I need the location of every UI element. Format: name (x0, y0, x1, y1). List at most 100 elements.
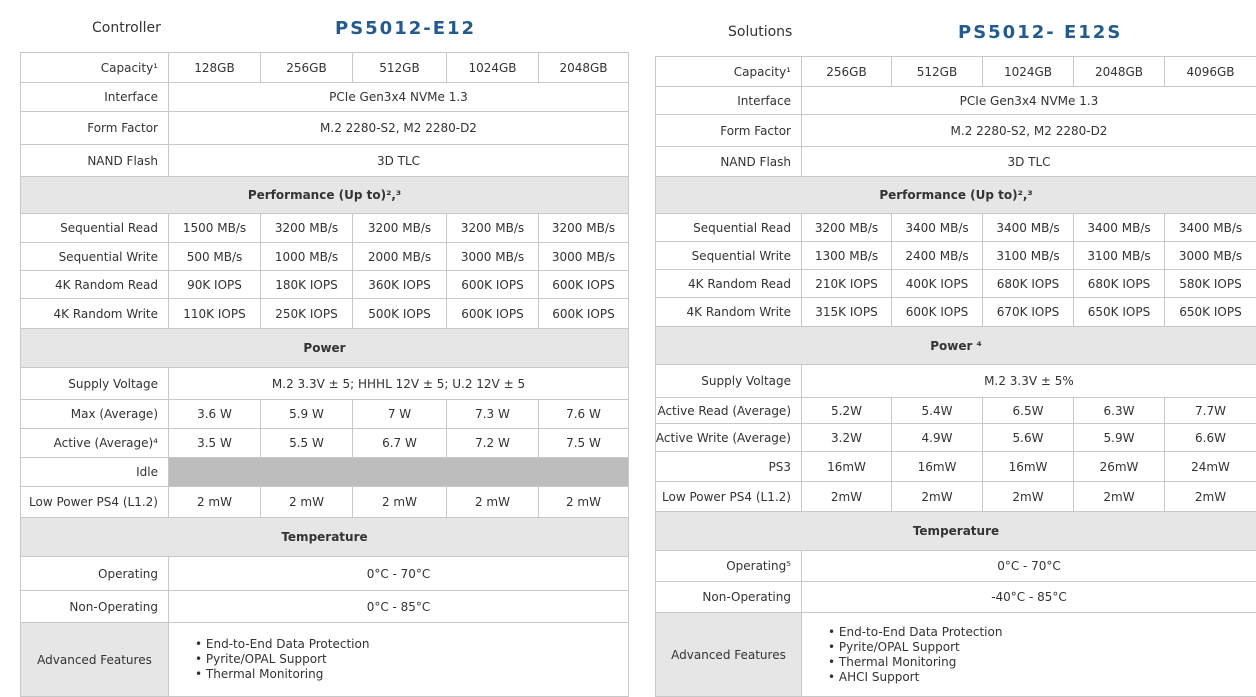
cell: 5.6W (982, 423, 1074, 452)
cell: 3200 MB/s (260, 213, 353, 243)
row-label: Advanced Features (655, 612, 802, 697)
cell: 3.6 W (168, 399, 261, 429)
cell-span: 3D TLC (168, 144, 629, 177)
row-label: Advanced Features (20, 622, 169, 697)
row-label: 4K Random Read (655, 269, 802, 298)
cell: 6.7 W (352, 428, 447, 458)
row-label: Sequential Write (20, 242, 169, 271)
row-label: Sequential Read (655, 213, 802, 242)
cell: 3100 MB/s (982, 241, 1074, 270)
cell-span: M.2 3.3V ± 5; HHHL 12V ± 5; U.2 12V ± 5 (168, 367, 629, 400)
table-title: PS5012-E12 (335, 18, 477, 39)
row-label: Operating⁵ (655, 550, 802, 582)
row-label: Sequential Read (20, 213, 169, 243)
cell: 180K IOPS (260, 270, 353, 299)
cell: 670K IOPS (982, 297, 1074, 327)
row-label: 4K Random Read (20, 270, 169, 299)
feature-item: Thermal Monitoring (828, 655, 956, 670)
cell: 1000 MB/s (260, 242, 353, 271)
cell: 256GB (801, 56, 892, 87)
cell: 6.5W (982, 397, 1074, 424)
feature-list: End-to-End Data ProtectionPyrite/OPAL Su… (168, 622, 629, 697)
cell: 3100 MB/s (1073, 241, 1165, 270)
row-label: Non-Operating (655, 581, 802, 613)
row-label: Supply Voltage (20, 367, 169, 400)
row-label: Sequential Write (655, 241, 802, 270)
cell: 512GB (891, 56, 983, 87)
feature-item: Thermal Monitoring (195, 667, 323, 682)
cell: 2mW (1164, 481, 1256, 512)
cell: 24mW (1164, 451, 1256, 482)
section-header: Temperature (20, 517, 629, 557)
cell: 360K IOPS (352, 270, 447, 299)
cell: 2mW (1073, 481, 1165, 512)
cell: 2400 MB/s (891, 241, 983, 270)
empty-cell (168, 457, 629, 487)
cell: 250K IOPS (260, 298, 353, 329)
cell: 2048GB (1073, 56, 1165, 87)
section-header: Power ⁴ (655, 326, 1256, 365)
cell: 5.9W (1073, 423, 1165, 452)
cell: 2000 MB/s (352, 242, 447, 271)
cell: 3200 MB/s (801, 213, 892, 242)
cell: 1300 MB/s (801, 241, 892, 270)
cell: 26mW (1073, 451, 1165, 482)
cell: 600K IOPS (446, 270, 539, 299)
cell: 16mW (801, 451, 892, 482)
table-title: PS5012- E12S (958, 22, 1123, 43)
row-label: Operating (20, 556, 169, 591)
cell: 580K IOPS (1164, 269, 1256, 298)
cell: 5.9 W (260, 399, 353, 429)
feature-item: End-to-End Data Protection (828, 625, 1003, 640)
cell: 7.2 W (446, 428, 539, 458)
row-label: Capacity¹ (20, 52, 169, 83)
cell: 3200 MB/s (446, 213, 539, 243)
cell: 2048GB (538, 52, 629, 83)
cell: 3200 MB/s (352, 213, 447, 243)
cell: 512GB (352, 52, 447, 83)
cell: 2mW (891, 481, 983, 512)
row-label: PS3 (655, 451, 802, 482)
cell: 4.9W (891, 423, 983, 452)
cell-span: 0°C - 70°C (801, 550, 1256, 582)
cell: 128GB (168, 52, 261, 83)
cell-span: 0°C - 85°C (168, 590, 629, 623)
section-header: Performance (Up to)²,³ (20, 176, 629, 214)
cell: 5.2W (801, 397, 892, 424)
cell: 3400 MB/s (891, 213, 983, 242)
row-label: 4K Random Write (655, 297, 802, 327)
cell: 1500 MB/s (168, 213, 261, 243)
cell: 600K IOPS (538, 298, 629, 329)
feature-item: Pyrite/OPAL Support (828, 640, 960, 655)
cell: 6.6W (1164, 423, 1256, 452)
cell: 7.5 W (538, 428, 629, 458)
cell: 400K IOPS (891, 269, 983, 298)
row-label: Form Factor (655, 114, 802, 147)
row-label: Interface (20, 82, 169, 112)
cell: 600K IOPS (538, 270, 629, 299)
table-label: Controller (92, 20, 161, 36)
cell: 2 mW (446, 486, 539, 518)
row-label: Supply Voltage (655, 364, 802, 398)
cell: 500K IOPS (352, 298, 447, 329)
cell: 315K IOPS (801, 297, 892, 327)
cell: 2 mW (352, 486, 447, 518)
cell-span: -40°C - 85°C (801, 581, 1256, 613)
row-label: Active Read (Average) (655, 397, 802, 424)
row-label: Form Factor (20, 111, 169, 145)
row-label: Max (Average) (20, 399, 169, 429)
section-header: Temperature (655, 511, 1256, 551)
row-label: 4K Random Write (20, 298, 169, 329)
cell: 650K IOPS (1073, 297, 1165, 327)
cell: 3000 MB/s (538, 242, 629, 271)
cell: 3000 MB/s (1164, 241, 1256, 270)
cell-span: M.2 2280-S2, M2 2280-D2 (801, 114, 1256, 147)
feature-item: AHCI Support (828, 670, 919, 685)
cell: 3400 MB/s (982, 213, 1074, 242)
cell: 600K IOPS (446, 298, 539, 329)
cell-span: PCIe Gen3x4 NVMe 1.3 (801, 86, 1256, 115)
cell: 3400 MB/s (1073, 213, 1165, 242)
row-label: Low Power PS4 (L1.2) (20, 486, 169, 518)
cell: 256GB (260, 52, 353, 83)
row-label: NAND Flash (655, 146, 802, 177)
